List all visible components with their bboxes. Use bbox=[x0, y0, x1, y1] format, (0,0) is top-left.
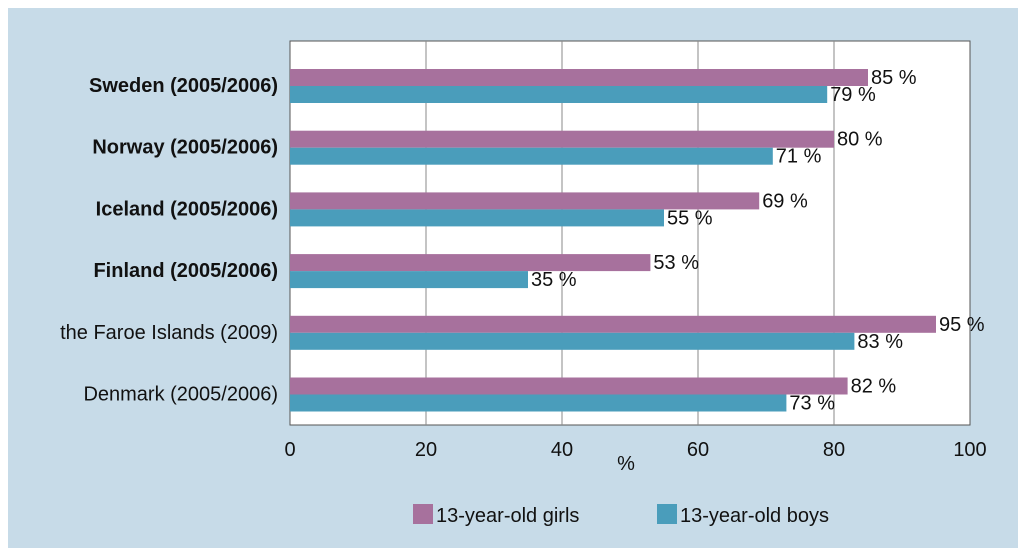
plot-area bbox=[289, 40, 971, 426]
value-label-girls-0: 85 % bbox=[871, 67, 917, 89]
value-label-boys-4: 83 % bbox=[857, 331, 903, 353]
bar-boys-1 bbox=[290, 147, 773, 165]
category-label-2: Iceland (2005/2006) bbox=[96, 198, 278, 220]
bar-girls-0 bbox=[290, 69, 868, 86]
bar-girls-2 bbox=[290, 192, 760, 210]
value-label-girls-4: 95 % bbox=[939, 314, 985, 336]
category-label-4: the Faroe Islands (2009) bbox=[60, 322, 278, 344]
chart-frame: 85 % 79 % 80 % 71 % 69 % 55 % 53 % 35 % 95 % 83 %… bbox=[8, 8, 1018, 548]
value-label-boys-5: 73 % bbox=[789, 393, 835, 415]
value-label-boys-2: 55 % bbox=[667, 207, 713, 229]
legend-swatch-boys bbox=[657, 504, 677, 524]
bar-girls-3 bbox=[290, 254, 651, 272]
value-label-boys-3: 35 % bbox=[531, 269, 577, 291]
bar-boys-2 bbox=[290, 209, 664, 227]
value-label-boys-0: 79 % bbox=[830, 84, 876, 106]
x-tick-100: 100 bbox=[953, 439, 986, 461]
value-label-girls-1: 80 % bbox=[837, 129, 883, 151]
x-axis-label: % bbox=[617, 453, 635, 475]
bar-boys-5 bbox=[290, 394, 787, 412]
bars: 85 %79 % 80 % 71 % 69 % 55 % 53 % 35 % 95 % 83 %… bbox=[290, 67, 985, 415]
bar-boys-3 bbox=[290, 271, 528, 289]
legend-label-boys: 13-year-old boys bbox=[680, 505, 829, 527]
category-labels: Sweden (2005/2006) Norway (2005/2006) Icel… bbox=[60, 75, 278, 406]
category-label-1: Norway (2005/2006) bbox=[92, 137, 278, 159]
bar-girls-5 bbox=[290, 377, 848, 395]
x-tick-60: 60 bbox=[687, 439, 709, 461]
x-tick-20: 20 bbox=[415, 439, 437, 461]
value-label-boys-1: 71 % bbox=[776, 146, 822, 168]
bar-boys-0 bbox=[290, 86, 828, 103]
legend-label-girls: 13-year-old girls bbox=[436, 505, 579, 527]
x-tick-labels: 0 20 40 60 80 100 bbox=[284, 439, 986, 461]
x-tick-80: 80 bbox=[823, 439, 845, 461]
bar-boys-4 bbox=[290, 332, 855, 350]
bar-girls-4 bbox=[290, 315, 936, 333]
x-tick-0: 0 bbox=[284, 439, 295, 461]
x-tick-40: 40 bbox=[551, 439, 573, 461]
legend: 13-year-old girls 13-year-old boys bbox=[413, 504, 829, 527]
value-label-girls-5: 82 % bbox=[851, 376, 897, 398]
bar-girls-1 bbox=[290, 130, 834, 148]
value-label-girls-3: 53 % bbox=[653, 252, 699, 274]
legend-swatch-girls bbox=[413, 504, 433, 524]
category-label-0: Sweden (2005/2006) bbox=[89, 75, 278, 97]
category-label-5: Denmark (2005/2006) bbox=[83, 384, 278, 406]
category-label-3: Finland (2005/2006) bbox=[93, 260, 278, 282]
bar-chart: 85 %79 % 80 % 71 % 69 % 55 % 53 % 35 % 95 % 83 %… bbox=[60, 40, 987, 527]
value-label-girls-2: 69 % bbox=[762, 190, 808, 212]
grid-lines bbox=[425, 41, 835, 425]
